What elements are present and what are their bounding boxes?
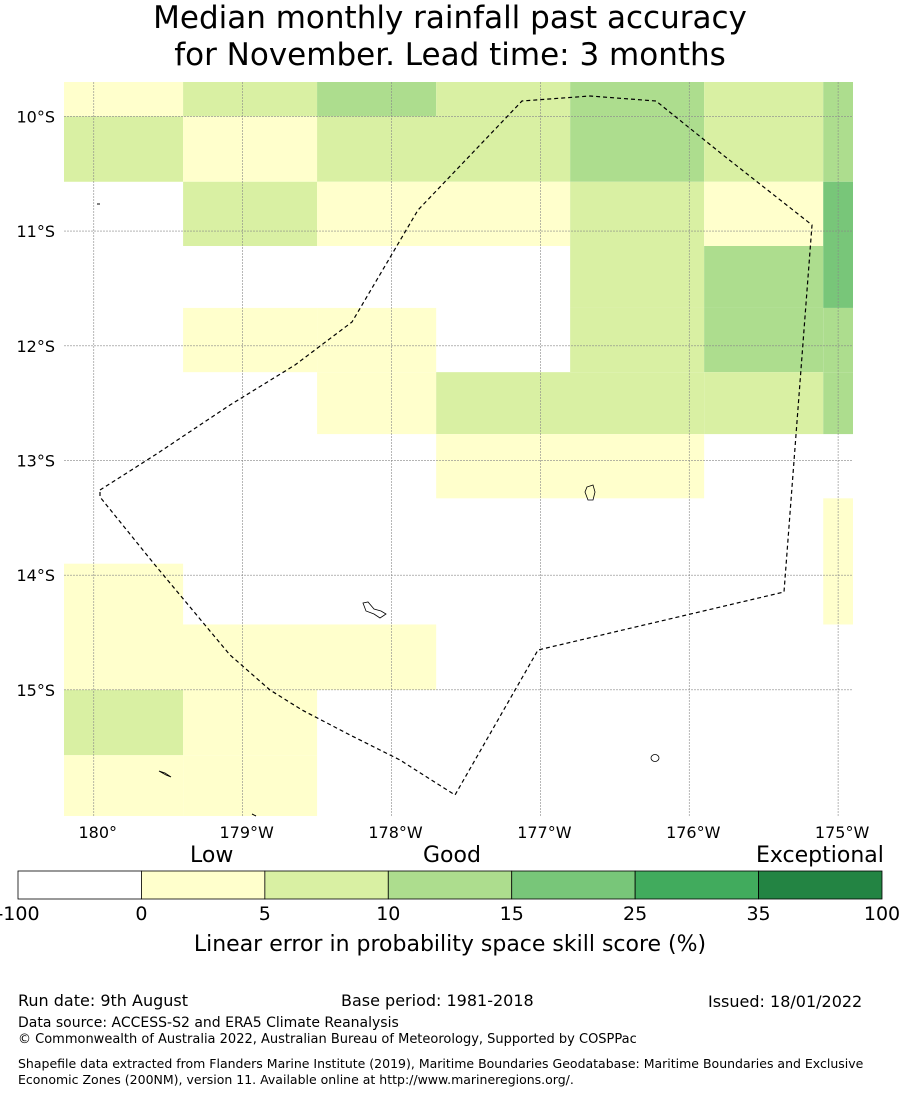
island-icon xyxy=(251,813,257,817)
colorbar-tick-label: 5 xyxy=(259,903,271,925)
grid-cell xyxy=(64,624,437,690)
title-line-2: for November. Lead time: 3 months xyxy=(174,37,726,73)
grid-cell xyxy=(183,181,318,247)
colorbar-segment xyxy=(511,870,636,900)
grid-cell xyxy=(317,307,437,373)
longitude-label: 178°W xyxy=(368,823,423,842)
grid-cell xyxy=(64,116,184,182)
data-source: Data source: ACCESS-S2 and ERA5 Climate … xyxy=(18,1015,399,1031)
colorbar xyxy=(17,870,883,900)
colorbar-segment xyxy=(17,870,142,900)
longitude-label: 177°W xyxy=(517,823,572,842)
colorbar-tick-label: 15 xyxy=(500,903,524,925)
longitude-label: 176°W xyxy=(666,823,721,842)
title-line-1: Median monthly rainfall past accuracy xyxy=(153,0,747,36)
grid-cell xyxy=(704,372,824,435)
colorbar-tick-label: 35 xyxy=(746,903,770,925)
grid-cell xyxy=(317,181,571,247)
latitude-label: 14°S xyxy=(16,566,55,585)
grid-cell xyxy=(317,82,437,117)
colorbar-segment xyxy=(141,870,266,900)
graticule xyxy=(64,82,853,816)
longitude-label: 179°W xyxy=(219,823,274,842)
grid-cell xyxy=(317,372,437,435)
category-exceptional: Exceptional xyxy=(756,843,884,868)
colorbar-tick-label: 0 xyxy=(135,903,147,925)
base-period: Base period: 1981-2018 xyxy=(341,991,534,1010)
colorbar-segment xyxy=(387,870,513,900)
grid-cell xyxy=(436,372,705,435)
grid-cell xyxy=(183,689,318,756)
grid-cell xyxy=(823,498,853,625)
latitude-label: 11°S xyxy=(16,222,55,241)
island-icon xyxy=(158,770,172,778)
grid-cell xyxy=(183,755,318,816)
grid-cell xyxy=(704,181,824,247)
colorbar-tick-labels: -100 0 5 10 15 25 35 100 xyxy=(0,903,900,925)
grid-cell xyxy=(570,116,705,182)
grid-cell xyxy=(64,563,184,625)
grid-cell xyxy=(436,434,705,499)
island-icon xyxy=(650,754,660,762)
grid-cell xyxy=(64,82,184,117)
colorbar-tick-label: 25 xyxy=(623,903,647,925)
grid-cell xyxy=(64,689,184,756)
island-icon xyxy=(362,601,387,619)
latitude-label: 10°S xyxy=(16,107,55,126)
map-title: Median monthly rainfall past accuracy fo… xyxy=(0,0,900,74)
latitude-labels: 10°S 11°S 12°S 13°S 14°S 15°S xyxy=(16,107,55,699)
latitude-label: 13°S xyxy=(16,451,55,470)
grid-cell xyxy=(823,82,853,117)
grid-cell xyxy=(570,181,705,247)
category-low: Low xyxy=(190,843,234,868)
shapefile-credit: Shapefile data extracted from Flanders M… xyxy=(18,1056,864,1087)
grid-cell xyxy=(704,82,824,117)
category-good: Good xyxy=(423,843,481,868)
grid-cell xyxy=(183,82,318,117)
grid-cell xyxy=(183,307,318,373)
skill-grid xyxy=(64,82,853,816)
colorbar-segment xyxy=(758,870,883,900)
colorbar-tick-label: 10 xyxy=(376,903,400,925)
colorbar-segment xyxy=(634,870,759,900)
copyright: © Commonwealth of Australia 2022, Austra… xyxy=(18,1032,637,1047)
island-icon xyxy=(584,484,596,501)
grid-cell xyxy=(704,246,824,308)
longitude-label: 180° xyxy=(79,823,118,842)
grid-cell xyxy=(570,82,705,117)
longitude-label: 175°W xyxy=(815,823,870,842)
eez-boundary xyxy=(99,95,813,796)
grid-cell xyxy=(570,246,705,308)
colorbar-xlabel: Linear error in probability space skill … xyxy=(193,932,707,957)
colorbar-segment xyxy=(264,870,389,900)
run-date: Run date: 9th August xyxy=(18,991,188,1010)
grid-cell xyxy=(704,116,824,182)
issued-date: Issued: 18/01/2022 xyxy=(708,992,863,1011)
colorbar-tick-label: -100 xyxy=(0,903,40,925)
grid-cell xyxy=(183,116,318,182)
latitude-label: 12°S xyxy=(16,337,55,356)
grid-cell xyxy=(64,755,184,816)
colorbar-tick-label: 100 xyxy=(864,903,900,925)
grid-cell xyxy=(317,116,571,182)
latitude-label: 15°S xyxy=(16,681,55,700)
grid-cell xyxy=(570,307,705,373)
